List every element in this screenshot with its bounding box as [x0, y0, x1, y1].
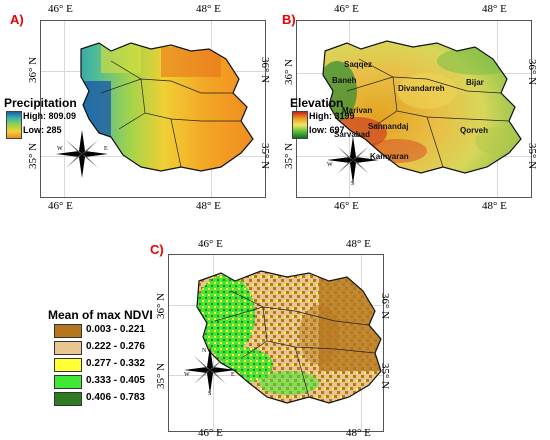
panel-c-coord-bottom-left: 46° E [198, 427, 223, 439]
precipitation-legend-title: Precipitation [4, 96, 77, 110]
precipitation-map [80, 42, 254, 172]
panel-a-label: A) [10, 12, 24, 27]
panel-a-coord-bottom-left: 46° E [48, 200, 73, 212]
ndvi-swatch-2 [54, 341, 82, 355]
panel-b-label: B) [282, 12, 296, 27]
ndvi-class-5: 0.406 - 0.783 [86, 392, 145, 403]
elevation-map [322, 40, 522, 174]
svg-text:W: W [184, 372, 190, 378]
panel-b-frame [296, 20, 532, 198]
ndvi-map [196, 270, 382, 404]
ndvi-swatch-5 [54, 392, 82, 406]
panel-c-coord-top-left: 46° E [198, 238, 223, 250]
city-label-divandarreh: Divandarreh [398, 84, 445, 93]
panel-a-coord-top-left: 46° E [48, 3, 73, 15]
compass-w-label: W [57, 146, 63, 152]
svg-text:S: S [208, 391, 211, 396]
panel-a-coord-bottom-right: 48° E [196, 200, 221, 212]
ndvi-swatch-3 [54, 358, 82, 372]
ndvi-class-1: 0.003 - 0.221 [86, 324, 145, 335]
elevation-legend-title: Elevation [290, 96, 344, 110]
panel-b-coord-right-top: 36° N [526, 58, 539, 86]
panel-a-coord-right-bottom: 35° N [259, 142, 272, 170]
precipitation-legend-high: High: 809.09 [23, 111, 77, 121]
panel-c-coord-left-bottom: 35° N [155, 362, 168, 390]
city-label-kamyaran: Kamyaran [370, 152, 409, 161]
svg-text:E: E [231, 372, 235, 378]
city-label-baneh: Baneh [332, 76, 357, 85]
ndvi-class-2: 0.222 - 0.276 [86, 341, 145, 352]
panel-c-frame [168, 254, 384, 432]
panel-b-coord-bottom-left: 46° E [334, 200, 359, 212]
elevation-legend-low: low: 697 [309, 125, 345, 135]
compass-rose-icon: N W E S [184, 346, 236, 396]
panel-b-coord-bottom-right: 48° E [482, 200, 507, 212]
ndvi-class-4: 0.333 - 0.405 [86, 375, 145, 386]
city-label-qorveh: Qorveh [460, 126, 489, 135]
panel-a-frame [40, 20, 266, 198]
panel-b-coord-left-top: 36° N [283, 58, 296, 86]
panel-a-coord-right-top: 36° N [259, 56, 272, 84]
elevation-legend-high: High: 3199 [309, 111, 355, 121]
panel-b-coord-top-right: 48° E [482, 3, 507, 15]
city-label-bijar: Bijar [466, 78, 484, 87]
panel-b-coord-top-left: 46° E [334, 3, 359, 15]
svg-text:S: S [351, 181, 354, 186]
ndvi-legend-title: Mean of max NDVI [48, 308, 153, 322]
panel-a-coord-left-bottom: 35° N [27, 142, 40, 170]
city-label-sannandaj: Sannandaj [368, 122, 409, 131]
svg-text:W: W [327, 162, 333, 168]
panel-b-coord-right-bottom: 35° N [526, 142, 539, 170]
precipitation-legend-bar [6, 111, 22, 139]
city-label-marivan: Marivan [342, 106, 373, 115]
ndvi-class-3: 0.277 - 0.332 [86, 358, 145, 369]
panel-c-coord-left-top: 36° N [155, 292, 168, 320]
ndvi-swatch-1 [54, 324, 82, 338]
city-label-sarvabad: Sarvabad [334, 130, 371, 139]
compass-rose-icon: W S [327, 136, 379, 186]
city-label-saqqez: Saqqez [344, 60, 373, 69]
panel-a-coord-left-top: 36° N [27, 56, 40, 84]
panel-c-coord-right-top: 36° N [379, 292, 392, 320]
compass-e-label: E [104, 146, 108, 152]
ndvi-swatch-4 [54, 375, 82, 389]
compass-rose-icon: W E [56, 130, 108, 178]
panel-c-label: C) [150, 242, 164, 257]
svg-text:N: N [202, 348, 207, 354]
panel-c-coord-top-right: 48° E [346, 238, 371, 250]
panel-c-coord-right-bottom: 35° N [379, 362, 392, 390]
precipitation-legend-low: Low: 285 [23, 125, 62, 135]
elevation-legend-bar [292, 111, 308, 139]
panel-c-coord-bottom-right: 48° E [346, 427, 371, 439]
panel-a-coord-top-right: 48° E [196, 3, 221, 15]
panel-b-coord-left-bottom: 35° N [283, 142, 296, 170]
